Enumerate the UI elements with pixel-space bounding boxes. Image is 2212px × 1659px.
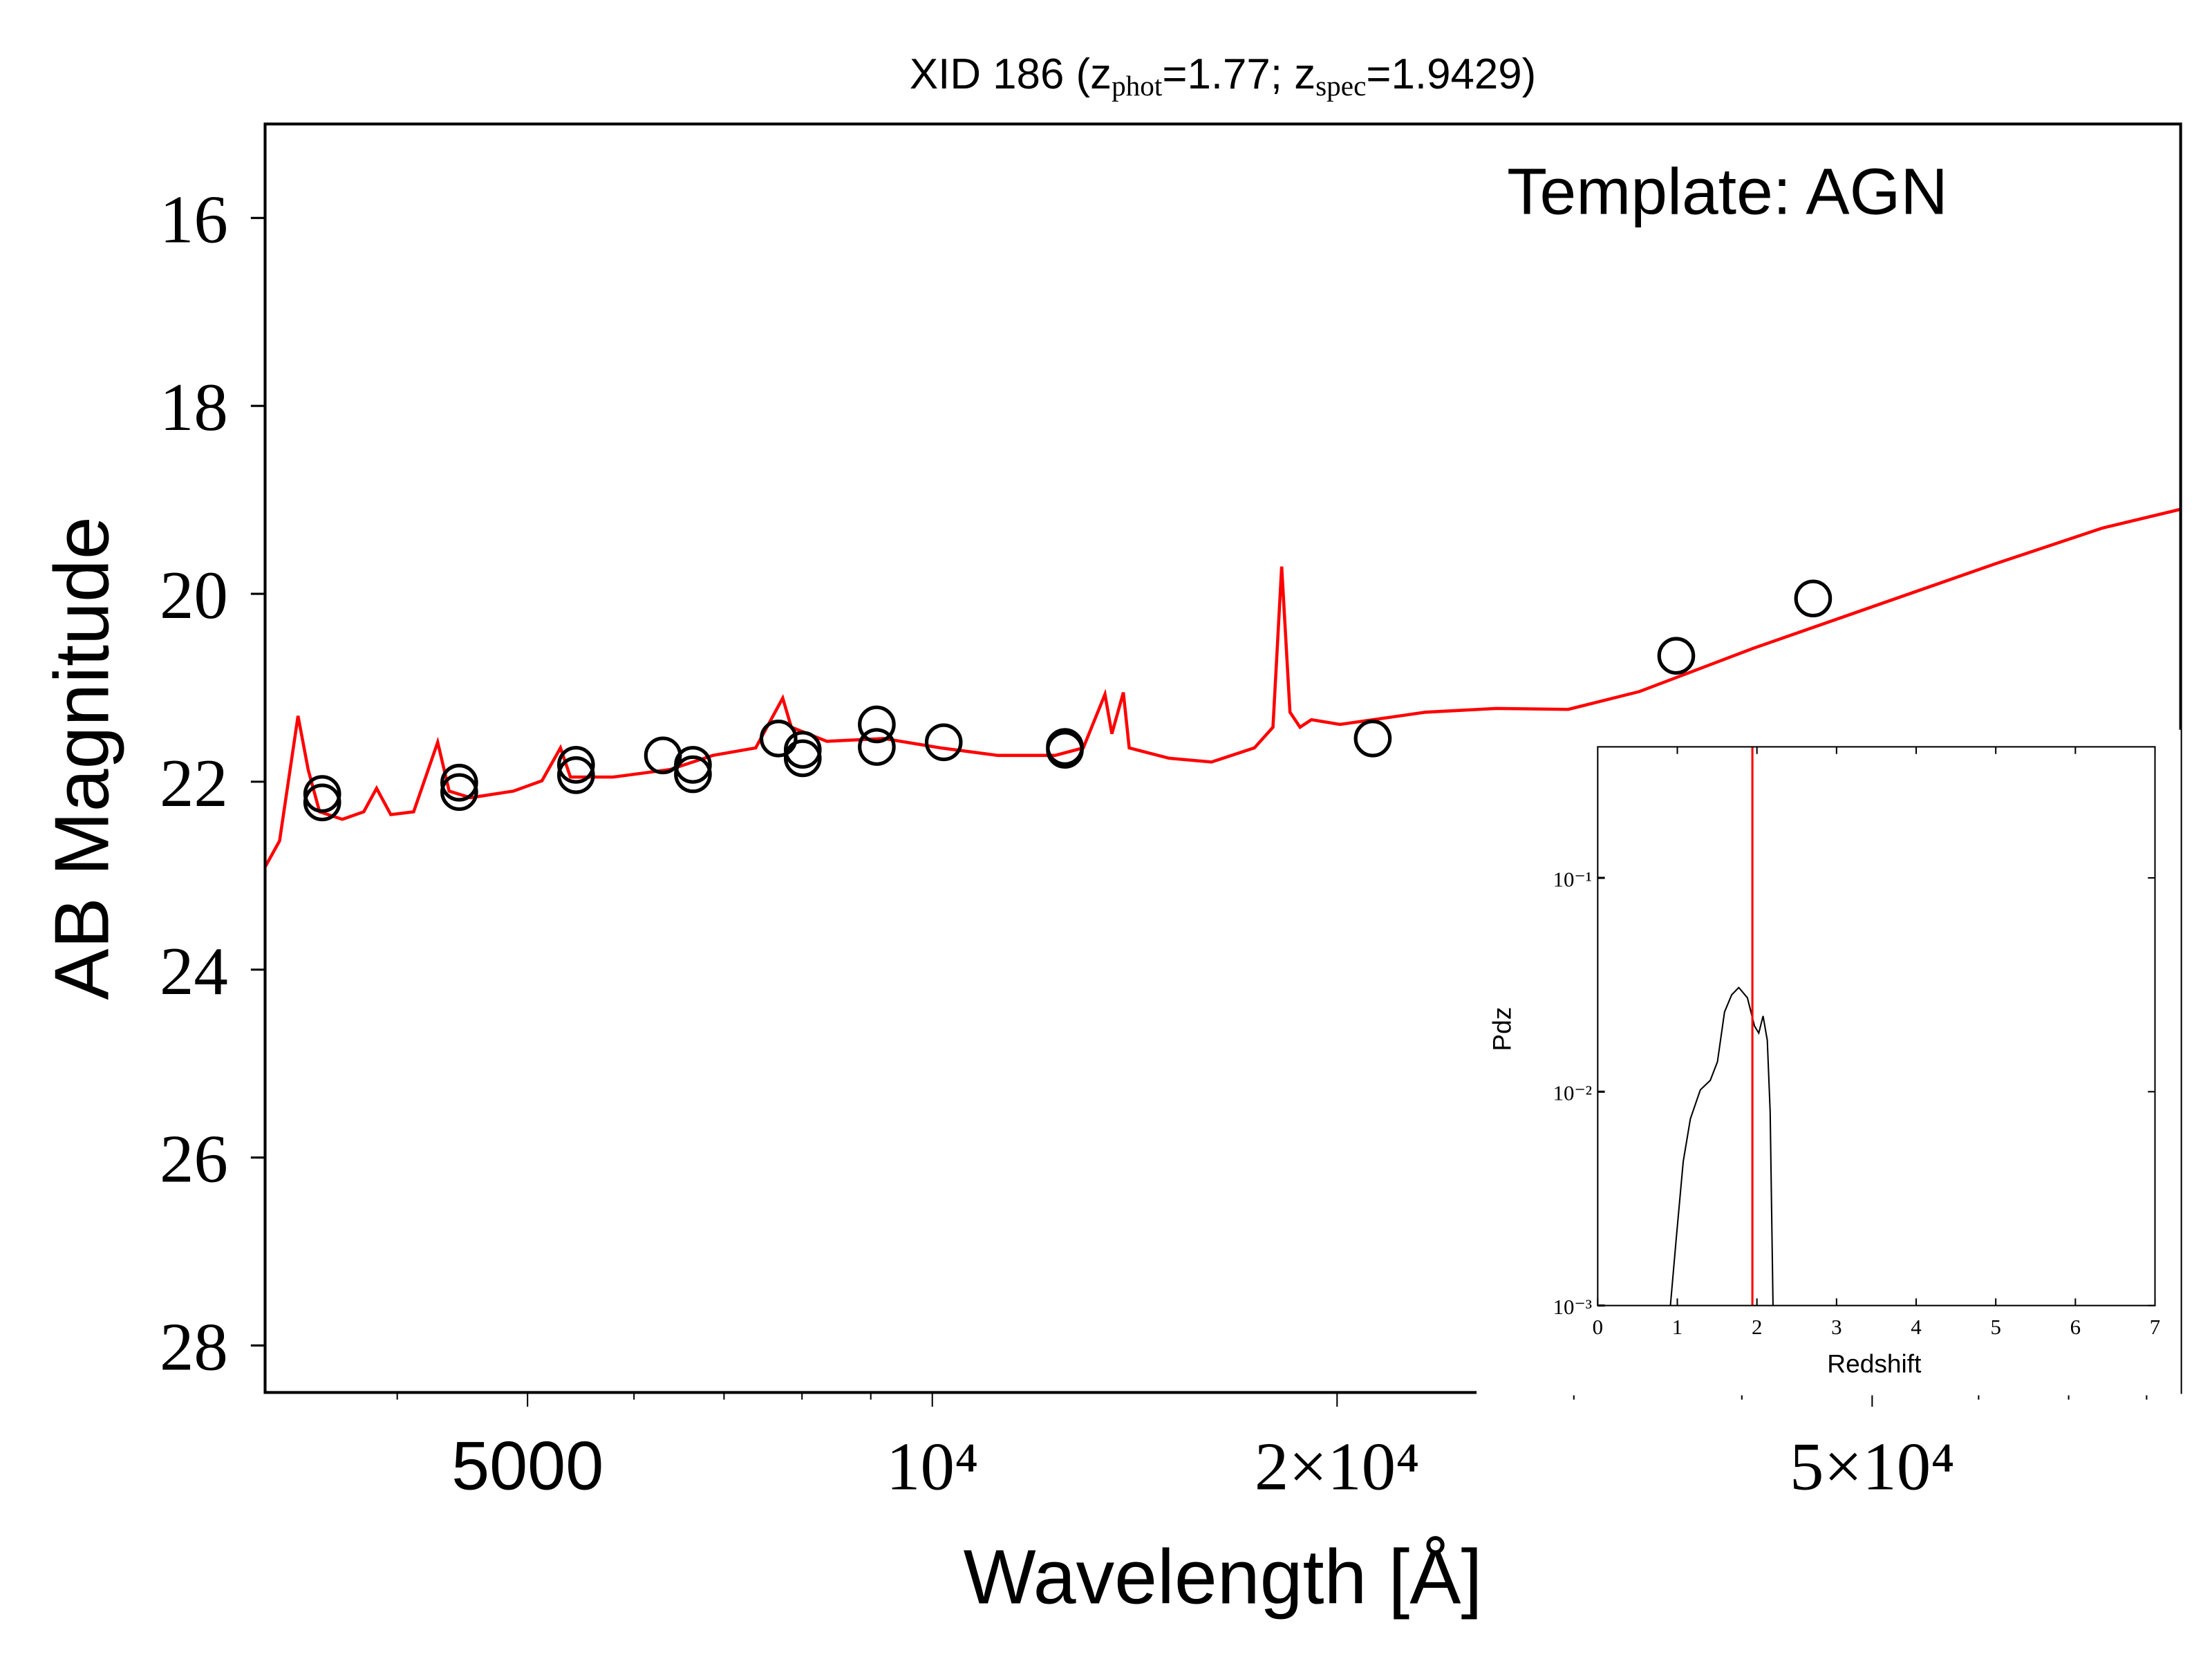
y-tick-label: 10⁻² [1553, 1081, 1593, 1105]
photometry-point [858, 705, 896, 744]
photometry-point [557, 756, 595, 794]
y-tick-label: 20 [160, 558, 228, 633]
photometry-point [674, 755, 712, 794]
photometry-point [1794, 579, 1833, 618]
spectrum-line [265, 507, 2181, 868]
photometry-point [783, 731, 822, 769]
chart-title: XID 186 (zphot=1.77; zspec=1.9429) [910, 50, 1536, 102]
title-text: XID 186 (z [910, 50, 1112, 98]
y-tick-label: 10⁻¹ [1553, 867, 1593, 891]
x-tick-label: 5000 [451, 1427, 603, 1504]
photometry-point [1657, 637, 1696, 675]
photometry-point [440, 773, 478, 812]
y-tick-label: 16 [160, 182, 228, 257]
annotation: Template: AGN [1507, 155, 1948, 228]
plot-frame [1597, 746, 2156, 1306]
x-tick-label: 5 [1990, 1315, 2000, 1339]
photometry-point [303, 783, 341, 822]
y-tick-label: 10⁻³ [1553, 1295, 1593, 1319]
y-axis-label: AB Magnitude [39, 516, 125, 1000]
x-axis-label: Wavelength [Å] [964, 1534, 1483, 1620]
y-tick-label: 28 [160, 1310, 228, 1385]
photometry-point [557, 746, 595, 784]
photometry-point [858, 728, 896, 766]
y-tick-label: 18 [160, 370, 228, 445]
inset-background [1477, 729, 2181, 1396]
x-tick-label: 1 [1672, 1315, 1683, 1339]
x-tick-label: 4 [1911, 1315, 1921, 1339]
x-tick-label: 6 [2070, 1315, 2081, 1339]
x-tick-label: 3 [1831, 1315, 1841, 1339]
x-tick-label: 2×10⁴ [1255, 1430, 1420, 1505]
photometry-point [1353, 720, 1392, 758]
photometry-point [759, 720, 798, 758]
title-subscript: spec [1315, 70, 1366, 102]
photometry-point [303, 775, 341, 813]
inset-y-axis-label: Pdz [1488, 1007, 1517, 1051]
y-tick-label: 26 [160, 1122, 228, 1197]
x-tick-label: 2 [1752, 1315, 1762, 1339]
spectrum-line [1669, 986, 1774, 1306]
inset-x-axis-label: Redshift [1827, 1349, 1922, 1378]
title-text: =1.9429) [1366, 50, 1536, 98]
x-tick-label: 10⁴ [886, 1430, 978, 1505]
photometry-point [1046, 731, 1084, 769]
y-tick-label: 24 [160, 934, 228, 1009]
title-text: =1.77; z [1162, 50, 1315, 98]
photometry-point [440, 763, 478, 802]
photometry-point [674, 746, 712, 784]
photometry-point [924, 723, 963, 762]
x-tick-label: 7 [2150, 1315, 2160, 1339]
photometry-point [783, 739, 822, 778]
title-subscript: phot [1112, 70, 1163, 102]
y-tick-label: 22 [160, 746, 228, 821]
x-tick-label: 5×10⁴ [1790, 1430, 1955, 1505]
x-tick-label: 0 [1593, 1315, 1603, 1339]
